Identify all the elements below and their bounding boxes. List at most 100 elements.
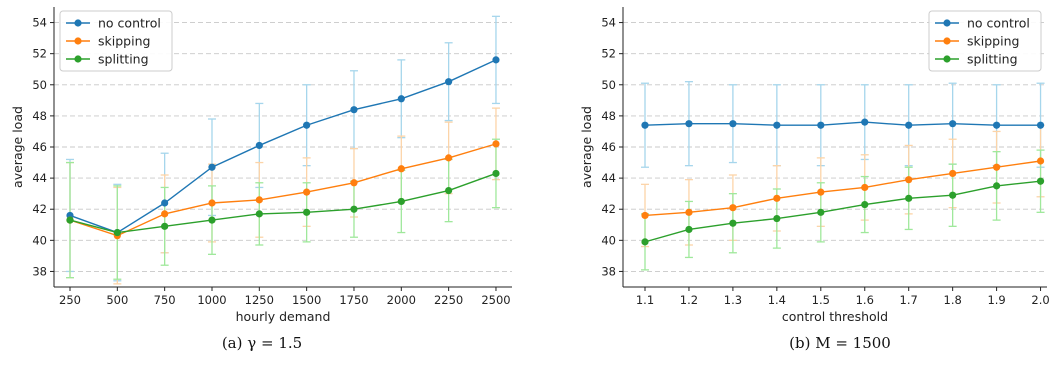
- chart-panel-2: 38 40 42 44 46 48 50 52 54 1.1 1.2 1.3 1.4 1.5 1.6 1.7 1…: [579, 7, 1050, 352]
- data-point-skipping: [397, 165, 405, 173]
- data-point-no-control: [641, 121, 649, 129]
- data-point-no-control: [303, 121, 311, 129]
- x-tick-label: 1.1: [636, 293, 654, 307]
- legend-box: [59, 10, 173, 72]
- data-point-no-control: [208, 163, 216, 171]
- data-point-splitting: [492, 169, 500, 178]
- x-tick-label: 1750: [339, 293, 368, 307]
- legend-label-skipping: skipping: [967, 34, 1019, 49]
- data-point-splitting: [66, 216, 74, 224]
- y-tick-label: 54: [32, 16, 47, 30]
- data-point-splitting: [817, 208, 825, 216]
- x-tick-label: 1.7: [900, 293, 918, 307]
- data-point-splitting: [861, 200, 869, 209]
- y-tick-label: 46: [32, 140, 47, 154]
- series-line-no-control: [69, 59, 497, 234]
- y-tick-label: 52: [32, 47, 47, 61]
- x-tick-label: 2000: [387, 293, 416, 307]
- y-tick-label: 48: [32, 109, 47, 123]
- series-line-skipping: [644, 160, 1041, 217]
- x-tick-label: 500: [106, 293, 128, 307]
- data-point-no-control: [350, 106, 358, 114]
- data-point-splitting: [350, 205, 358, 213]
- y-axis-label: average load: [10, 106, 25, 188]
- legend-label-no-control: no control: [98, 16, 161, 31]
- x-axis-label: hourly demand: [236, 309, 331, 324]
- data-point-splitting: [641, 238, 649, 246]
- y-tick-label: 50: [32, 78, 47, 92]
- data-point-splitting: [303, 208, 311, 216]
- data-point-no-control: [161, 199, 169, 207]
- x-tick-label: 2500: [481, 293, 510, 307]
- data-point-skipping: [208, 199, 216, 207]
- x-tick-label: 750: [154, 293, 176, 307]
- data-point-no-control: [773, 121, 781, 129]
- series-line-skipping: [69, 143, 497, 237]
- panel-caption: (a) γ = 1.5: [222, 334, 302, 352]
- y-tick-label: 40: [32, 233, 47, 247]
- legend: no control skipping splitting: [59, 10, 173, 72]
- x-tick-label: 1.9: [987, 293, 1005, 307]
- data-point-no-control: [685, 120, 693, 128]
- data-point-skipping: [1036, 157, 1045, 165]
- data-point-splitting: [113, 228, 121, 237]
- legend-label-no-control: no control: [967, 16, 1030, 31]
- data-point-skipping: [492, 140, 500, 148]
- chart-panel-1: 38 40 42 44 46 48 50 52 54 250 500 750 1000 1250 1500 1…: [10, 7, 512, 352]
- x-tick-label: 2250: [434, 293, 463, 307]
- legend-marker-no-control: [943, 19, 951, 27]
- x-tick-label: 1500: [292, 293, 321, 307]
- series-line-splitting: [69, 172, 497, 234]
- data-point-splitting: [445, 186, 453, 195]
- x-tick-label: 1250: [245, 293, 274, 307]
- x-tick-label: 1.2: [680, 293, 698, 307]
- data-point-splitting: [1036, 177, 1045, 185]
- x-tick-label: 2.0: [1031, 293, 1049, 307]
- data-point-no-control: [729, 120, 737, 128]
- legend-label-splitting: splitting: [967, 52, 1018, 67]
- data-point-skipping: [905, 176, 913, 184]
- data-point-no-control: [993, 121, 1001, 129]
- x-tick-label: 1.3: [724, 293, 742, 307]
- data-point-no-control: [861, 118, 869, 126]
- y-axis-label: average load: [579, 106, 594, 188]
- x-tick-label: 1.4: [768, 293, 786, 307]
- series-line-splitting: [644, 180, 1041, 243]
- x-tick-label: 1.8: [944, 293, 962, 307]
- data-point-splitting: [397, 197, 405, 206]
- data-point-no-control: [492, 56, 500, 64]
- y-tick-label: 46: [601, 140, 616, 154]
- data-point-skipping: [861, 183, 869, 192]
- data-point-skipping: [773, 194, 781, 202]
- legend-marker-no-control: [74, 19, 82, 27]
- legend-label-skipping: skipping: [98, 34, 150, 49]
- data-point-no-control: [1036, 121, 1045, 129]
- data-point-skipping: [350, 179, 358, 187]
- data-point-skipping: [817, 188, 825, 196]
- y-tick-label: 42: [601, 202, 616, 216]
- data-point-no-control: [445, 78, 453, 86]
- legend-label-splitting: splitting: [98, 52, 149, 67]
- legend-marker-splitting: [74, 55, 82, 63]
- data-point-splitting: [685, 225, 693, 234]
- data-point-splitting: [993, 182, 1001, 190]
- data-point-splitting: [949, 191, 957, 199]
- data-point-splitting: [905, 194, 913, 202]
- data-point-skipping: [729, 204, 737, 212]
- x-tick-label: 1000: [197, 293, 226, 307]
- y-tick-label: 44: [601, 171, 616, 185]
- data-point-skipping: [949, 169, 957, 178]
- data-point-splitting: [729, 219, 737, 227]
- x-tick-label: 250: [59, 293, 81, 307]
- y-tick-label: 40: [601, 233, 616, 247]
- legend-marker-skipping: [74, 37, 82, 45]
- data-point-skipping: [993, 163, 1001, 171]
- y-tick-label: 38: [32, 264, 47, 278]
- y-tick-label: 42: [32, 202, 47, 216]
- data-point-no-control: [255, 141, 263, 150]
- panel-caption: (b) M = 1500: [789, 334, 891, 352]
- data-point-skipping: [685, 208, 693, 216]
- legend-box: [928, 10, 1042, 72]
- y-tick-label: 52: [601, 47, 616, 61]
